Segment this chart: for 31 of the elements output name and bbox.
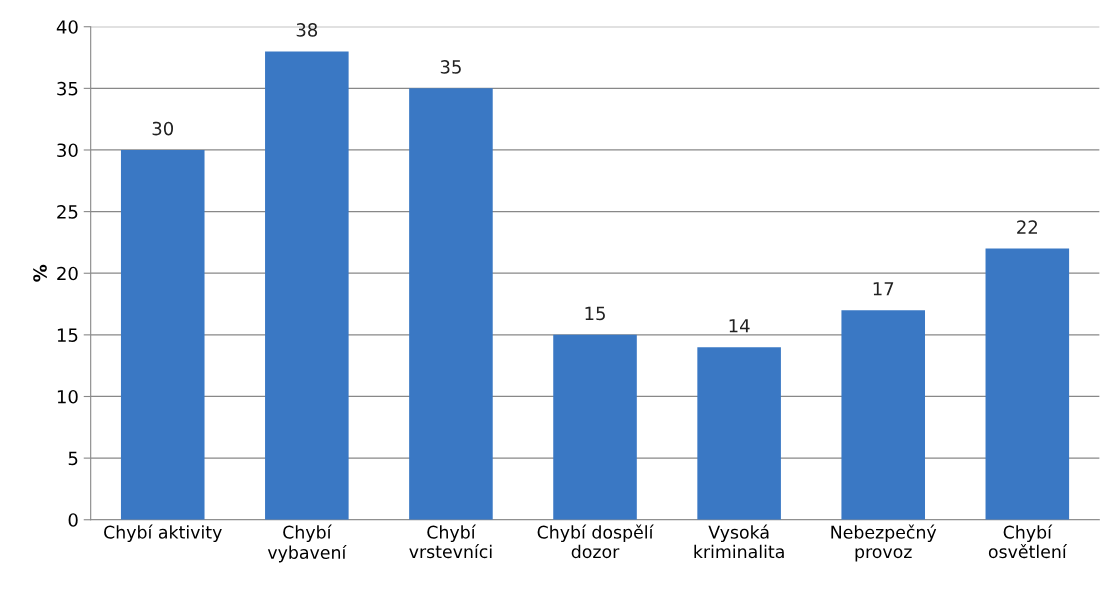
bar xyxy=(409,88,493,520)
y-tick-label: 30 xyxy=(57,143,78,158)
y-tick-label: 10 xyxy=(57,389,78,404)
x-tick-label: Chybí vrstevníci xyxy=(409,524,492,559)
y-tick-label: 5 xyxy=(68,451,78,466)
bar xyxy=(120,149,205,520)
y-tick-label: 25 xyxy=(57,205,78,219)
x-tick-label: Chybí vybavení xyxy=(267,524,347,563)
x-tick-label: Chybí aktivity xyxy=(104,524,222,543)
y-tick-label: 20 xyxy=(57,266,78,281)
data-label: 22 xyxy=(1017,220,1037,234)
data-label: 30 xyxy=(152,121,174,136)
y-tick-label: 40 xyxy=(56,20,78,34)
y-tick-label: 35 xyxy=(57,81,78,96)
bar xyxy=(697,347,781,520)
data-label: 38 xyxy=(296,23,318,37)
x-tick-label: Chybí dospělí dozor xyxy=(537,524,654,559)
x-tick-label: Nebezpečný provoz xyxy=(831,524,937,562)
bar xyxy=(265,51,349,520)
data-label: 14 xyxy=(729,319,750,333)
y-tick-label: 15 xyxy=(57,328,78,342)
bar xyxy=(841,310,926,520)
data-label: 17 xyxy=(873,282,894,296)
data-label: 35 xyxy=(440,60,461,74)
y-tick-label: 0 xyxy=(68,513,78,527)
data-label: 15 xyxy=(585,306,605,321)
y-axis-title: % xyxy=(33,264,47,282)
bar xyxy=(985,248,1070,520)
bar xyxy=(553,334,637,520)
x-tick-label: Chybí osvětlení xyxy=(988,524,1068,559)
x-tick-label: Vysoká kriminalita xyxy=(694,524,784,559)
